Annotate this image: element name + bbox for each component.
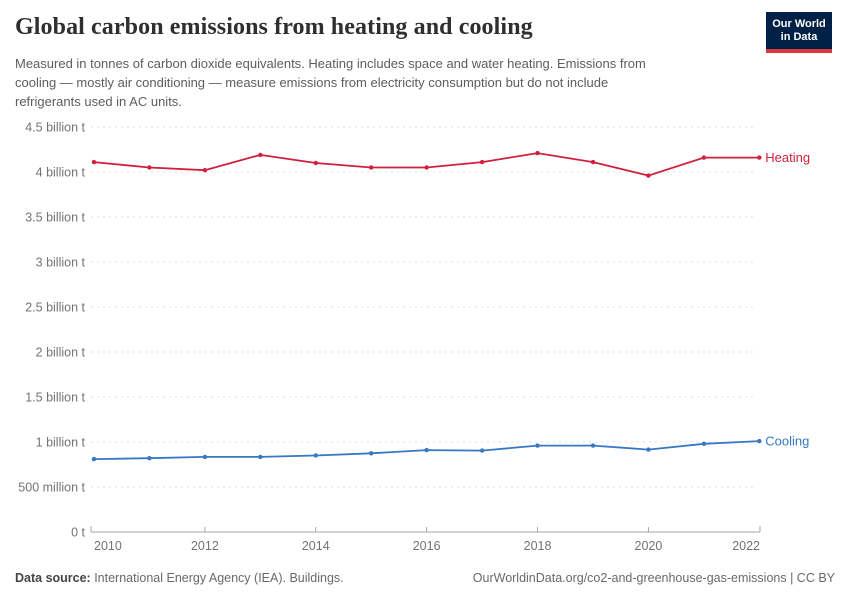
data-point-heating-2011[interactable] xyxy=(147,165,152,170)
series-label-heating[interactable]: Heating xyxy=(765,150,810,165)
logo-line-2: in Data xyxy=(780,31,818,43)
data-point-heating-2018[interactable] xyxy=(535,150,540,156)
data-point-cooling-2015[interactable] xyxy=(369,451,374,456)
data-source: Data source: International Energy Agency… xyxy=(15,571,344,585)
y-tick-label: 500 million t xyxy=(18,481,85,495)
data-point-heating-2015[interactable] xyxy=(369,165,374,170)
y-tick-label: 0 t xyxy=(71,526,85,540)
x-tick-label: 2012 xyxy=(191,539,219,553)
y-tick-label: 1 billion t xyxy=(36,436,86,450)
x-tick-label: 2018 xyxy=(524,539,552,553)
data-point-cooling-2011[interactable] xyxy=(147,456,152,461)
data-point-heating-2014[interactable] xyxy=(313,160,318,166)
data-point-heating-2010[interactable] xyxy=(91,159,97,165)
series-label-cooling[interactable]: Cooling xyxy=(765,434,809,449)
logo-line-1: Our World xyxy=(772,18,826,30)
subtitle-line: cooling — mostly air conditioning — meas… xyxy=(15,75,609,91)
data-point-cooling-2016[interactable] xyxy=(424,447,429,453)
data-point-heating-2022[interactable] xyxy=(757,155,762,160)
data-point-cooling-2020[interactable] xyxy=(646,447,651,452)
data-point-cooling-2014[interactable] xyxy=(313,453,318,458)
data-point-cooling-2019[interactable] xyxy=(590,443,596,448)
y-tick-label: 2 billion t xyxy=(36,346,86,360)
y-tick-label: 2.5 billion t xyxy=(25,301,85,315)
y-tick-label: 4.5 billion t xyxy=(25,121,85,135)
page-title: Global carbon emissions from heating and… xyxy=(15,14,533,40)
y-tick-label: 4 billion t xyxy=(36,166,86,180)
data-point-cooling-2017[interactable] xyxy=(479,448,485,453)
x-tick-label: 2020 xyxy=(635,539,663,553)
x-tick-label: 2016 xyxy=(413,539,441,553)
data-point-cooling-2018[interactable] xyxy=(535,443,540,448)
attribution-link[interactable]: OurWorldinData.org/co2-and-greenhouse-ga… xyxy=(472,571,835,585)
data-source-label: Data source: xyxy=(15,571,91,585)
data-point-cooling-2010[interactable] xyxy=(91,456,97,462)
data-point-cooling-2021[interactable] xyxy=(701,441,707,446)
chart-subtitle: Measured in tonnes of carbon dioxide equ… xyxy=(15,54,755,111)
data-point-heating-2019[interactable] xyxy=(590,159,596,165)
data-point-heating-2020[interactable] xyxy=(646,173,651,178)
x-tick-label: 2010 xyxy=(94,539,122,553)
x-tick-label: 2014 xyxy=(302,539,330,553)
owid-logo[interactable]: Our World in Data xyxy=(766,12,832,53)
data-point-heating-2017[interactable] xyxy=(479,159,485,165)
data-point-cooling-2022[interactable] xyxy=(757,438,762,444)
data-point-cooling-2013[interactable] xyxy=(258,454,263,460)
data-point-heating-2016[interactable] xyxy=(424,165,429,170)
data-point-heating-2013[interactable] xyxy=(258,152,263,158)
x-tick-label: 2022 xyxy=(732,539,760,553)
subtitle-line: Measured in tonnes of carbon dioxide equ… xyxy=(15,56,646,71)
y-tick-label: 1.5 billion t xyxy=(25,391,85,405)
subtitle-line: refrigerants used in AC units. xyxy=(15,94,182,110)
y-tick-label: 3 billion t xyxy=(36,256,86,270)
data-point-cooling-2012[interactable] xyxy=(202,454,208,460)
data-source-text: International Energy Agency (IEA). Build… xyxy=(90,571,344,585)
y-tick-label: 3.5 billion t xyxy=(25,211,85,225)
data-point-heating-2012[interactable] xyxy=(202,168,208,173)
data-point-heating-2021[interactable] xyxy=(701,155,707,160)
